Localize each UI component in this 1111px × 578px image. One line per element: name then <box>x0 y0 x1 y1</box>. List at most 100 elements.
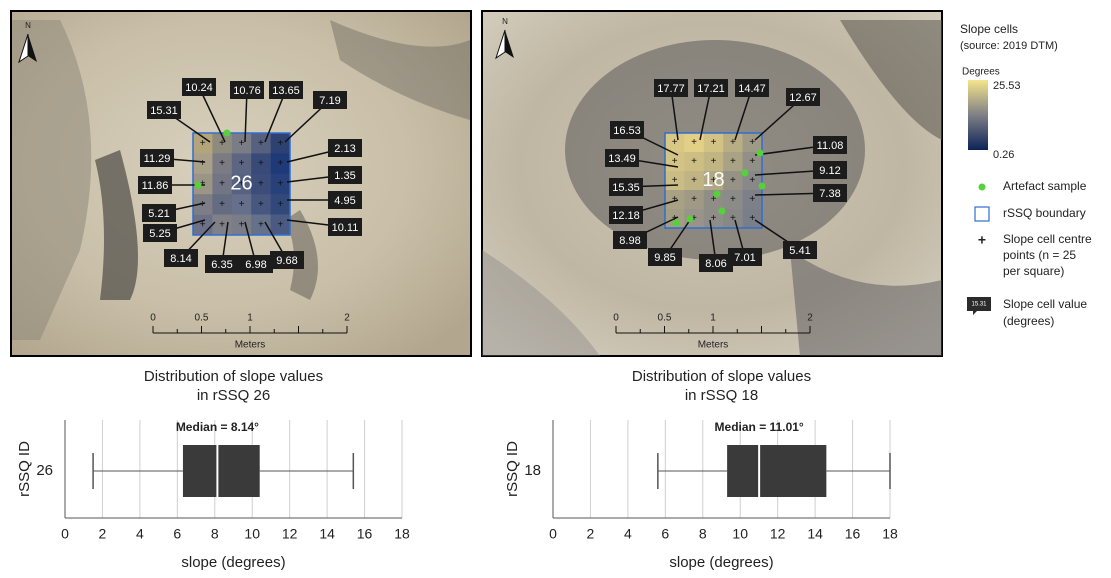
x-tick-label: 10 <box>244 526 260 542</box>
x-tick-label: 6 <box>661 526 669 542</box>
slope-value: 10.24 <box>185 82 213 94</box>
artefact-sample <box>673 220 680 227</box>
cell-centre-point: + <box>277 138 283 149</box>
legend-artefact: Artefact sample <box>1003 179 1087 193</box>
x-tick-label: 4 <box>624 526 632 542</box>
cell-centre-point: + <box>749 137 755 148</box>
slope-value: 11.29 <box>144 153 171 165</box>
slope-value: 11.86 <box>142 180 169 192</box>
slope-value: 8.14 <box>170 253 191 265</box>
legend-value: (degrees) <box>1003 314 1054 328</box>
scale-label: 1 <box>710 313 716 324</box>
scale-label: 0 <box>150 313 156 324</box>
legend: Slope cells (source: 2019 DTM) Degrees 25.5… <box>960 22 1092 328</box>
scale-label: 0 <box>613 313 619 324</box>
ramp-title: Degrees <box>962 67 1000 78</box>
x-tick-label: 12 <box>282 526 298 542</box>
scale-unit: Meters <box>235 340 266 351</box>
legend-title: Slope cells <box>960 22 1018 36</box>
boundary-symbol <box>975 207 989 221</box>
x-tick-label: 14 <box>807 526 823 542</box>
legend-value: Slope cell value <box>1003 297 1087 311</box>
legend-points: Slope cell centre <box>1003 232 1092 246</box>
x-tick-label: 2 <box>587 526 595 542</box>
legend-points: per square) <box>1003 264 1064 278</box>
cell-centre-point: + <box>749 156 755 167</box>
scale-label: 2 <box>807 313 813 324</box>
chart-title: in rSSQ 26 <box>197 387 270 404</box>
slope-value: 14.47 <box>738 83 766 95</box>
color-ramp <box>968 80 988 150</box>
x-tick-label: 0 <box>549 526 557 542</box>
cell-centre-point: + <box>277 158 283 169</box>
cell-centre-point: + <box>749 175 755 186</box>
ramp-min: 0.26 <box>993 149 1014 161</box>
slope-value: 4.95 <box>334 195 355 207</box>
x-tick-label: 12 <box>770 526 786 542</box>
x-tick-label: 16 <box>357 526 373 542</box>
slope-value: 7.19 <box>319 95 340 107</box>
slope-value: 13.65 <box>272 85 300 97</box>
cell-centre-point: + <box>258 158 264 169</box>
median-label: Median = 8.14° <box>176 420 259 434</box>
artefact-sample <box>687 216 694 223</box>
slope-value: 6.98 <box>245 259 266 271</box>
cell-centre-point: + <box>219 219 225 230</box>
cell-centre-point: + <box>277 179 283 190</box>
cell-centre-point: + <box>258 138 264 149</box>
slope-value: 10.11 <box>332 222 359 234</box>
cell-centre-point: + <box>277 199 283 210</box>
slope-value: 12.18 <box>612 210 640 222</box>
cell-centre-point: + <box>239 199 245 210</box>
scale-label: 0.5 <box>195 313 209 324</box>
x-tick-label: 14 <box>319 526 335 542</box>
legend-boundary: rSSQ boundary <box>1003 206 1086 220</box>
box-chart: Distribution of slope valuesin rSSQ 1802… <box>504 368 898 571</box>
box <box>183 445 260 497</box>
slope-value: 15.31 <box>150 105 178 117</box>
points-symbol: + <box>978 232 986 248</box>
slope-value: 11.08 <box>817 140 844 152</box>
square-id: 26 <box>230 172 252 194</box>
y-tick-label: 18 <box>524 462 541 479</box>
cell-centre-point: + <box>730 175 736 186</box>
slope-value: 5.21 <box>148 208 169 220</box>
cell-centre-point: + <box>200 158 206 169</box>
cell-centre-point: + <box>200 138 206 149</box>
chart-title: Distribution of slope values <box>144 368 323 385</box>
box-chart: Distribution of slope valuesin rSSQ 2602… <box>16 368 410 571</box>
cell-centre-point: + <box>239 219 245 230</box>
x-tick-label: 0 <box>61 526 69 542</box>
slope-value: 1.35 <box>334 170 355 182</box>
cell-centre-point: + <box>219 158 225 169</box>
cell-centre-point: + <box>691 194 697 205</box>
y-axis-label: rSSQ ID <box>16 441 33 497</box>
artefact-sample <box>224 130 231 137</box>
x-tick-label: 8 <box>699 526 707 542</box>
slope-value: 9.68 <box>276 255 297 267</box>
north-label: N <box>25 21 31 30</box>
cell-centre-point: + <box>258 199 264 210</box>
slope-value: 15.35 <box>612 182 640 194</box>
slope-value: 7.01 <box>734 252 755 264</box>
chart-title: in rSSQ 18 <box>685 387 758 404</box>
x-tick-label: 18 <box>394 526 410 542</box>
slope-value: 8.06 <box>705 258 726 270</box>
x-tick-label: 8 <box>211 526 219 542</box>
slope-value: 7.38 <box>819 188 840 200</box>
cell-centre-point: + <box>711 137 717 148</box>
north-label: N <box>502 17 508 26</box>
cell-centre-point: + <box>749 194 755 205</box>
cell-centre-point: + <box>730 194 736 205</box>
x-axis-label: slope (degrees) <box>181 554 285 571</box>
figure: +++++++++++++++++++++++++2615.3110.2410.… <box>0 0 1111 573</box>
scale-unit: Meters <box>698 340 729 351</box>
x-tick-label: 18 <box>882 526 898 542</box>
ramp-max: 25.53 <box>993 80 1021 92</box>
artefact-sample <box>759 183 766 190</box>
cell-centre-point: + <box>711 156 717 167</box>
legend-value-icon: 15.31 <box>971 302 987 308</box>
legend-source: (source: 2019 DTM) <box>960 40 1058 52</box>
x-tick-label: 4 <box>136 526 144 542</box>
slope-value: 10.76 <box>233 85 261 97</box>
